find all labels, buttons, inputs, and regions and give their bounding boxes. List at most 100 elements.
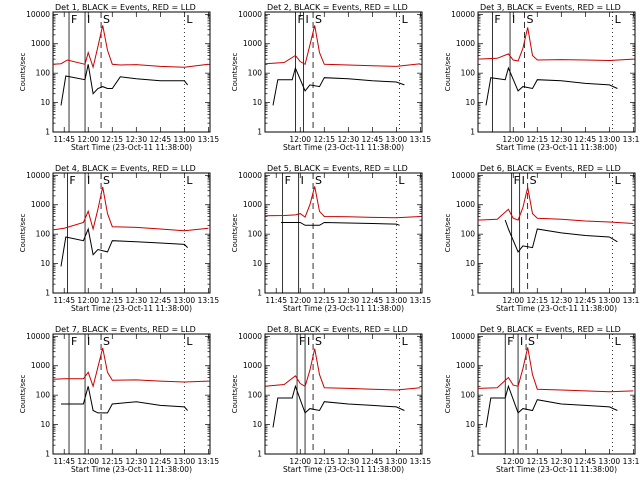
x-tick-label: 13:00 (599, 135, 621, 144)
x-tick-label: 12:30 (337, 135, 359, 144)
x-tick-label: 11:45 (53, 296, 75, 305)
y-tick-label: 100 (248, 69, 263, 78)
x-tick-label: 12:00 (502, 135, 524, 144)
x-tick-label: 12:30 (550, 457, 572, 466)
interval-label-s: S (103, 335, 110, 348)
interval-label-s: S (103, 13, 110, 26)
y-tick-label: 1000 (456, 200, 475, 209)
x-axis-label: Start Time (23-Oct-11 11:38:00) (283, 304, 404, 313)
x-tick-label: 12:00 (502, 296, 524, 305)
panel-title: Det 1, BLACK = Events, RED = LLD (55, 3, 196, 12)
series-events (272, 384, 405, 428)
y-tick-label: 100 (248, 391, 263, 400)
panel-3: 1 10 100 1000 10000 12:00 12:15 12:30 12:45 13:00… (444, 3, 640, 152)
series-lld (264, 25, 421, 67)
x-tick-label: 13:00 (386, 135, 408, 144)
x-tick-label: 13:15 (198, 135, 220, 144)
plot-frame (264, 11, 423, 133)
panel-6: 1 10 100 1000 10000 12:00 12:15 12:30 12:45 13:00… (444, 164, 640, 313)
y-tick-label: 10 (465, 420, 475, 429)
y-tick-label: 1 (257, 450, 262, 459)
y-tick-label: 10000 (451, 171, 475, 180)
y-axis-label: Counts/sec (444, 214, 452, 253)
y-tick-label: 100 (461, 391, 476, 400)
y-tick-label: 100 (461, 69, 476, 78)
x-axis-label: Start Time (23-Oct-11 11:38:00) (496, 465, 617, 474)
x-tick-label: 12:45 (575, 296, 597, 305)
y-axis-label: Counts/sec (444, 375, 452, 414)
x-tick-label: 11:45 (53, 135, 75, 144)
interval-label-s: S (315, 335, 322, 348)
y-tick-label: 10000 (238, 171, 262, 180)
x-tick-label: 12:45 (575, 457, 597, 466)
series-lld (477, 347, 634, 393)
x-tick-label: 13:15 (410, 457, 432, 466)
x-tick-label: 13:00 (386, 457, 408, 466)
x-tick-label: 12:45 (362, 457, 384, 466)
y-axis-label: Counts/sec (231, 53, 239, 92)
x-tick-label: 12:15 (526, 296, 548, 305)
x-tick-label: 13:00 (174, 457, 196, 466)
panel-8: 1 10 100 1000 10000 12:00 12:15 12:30 12:45 13:00… (231, 325, 431, 474)
interval-label-f: F (71, 335, 77, 348)
x-tick-label: 13:00 (174, 296, 196, 305)
y-axis-label: Counts/sec (231, 375, 239, 414)
interval-label-f: F (69, 174, 75, 187)
x-tick-label: 12:00 (77, 296, 99, 305)
plot-frame (477, 172, 636, 294)
x-tick-label: 12:00 (289, 135, 311, 144)
interval-label-f: F (494, 13, 500, 26)
y-tick-label: 1000 (243, 39, 262, 48)
series-lld (52, 25, 209, 70)
x-tick-label: 12:45 (575, 135, 597, 144)
interval-label-f: F (299, 335, 305, 348)
panel-title: Det 3, BLACK = Events, RED = LLD (480, 3, 621, 12)
x-tick-label: 13:15 (198, 296, 220, 305)
series-events (60, 227, 188, 267)
x-tick-label: 12:45 (150, 296, 172, 305)
x-tick-label: 11:45 (265, 296, 287, 305)
panel-4: 1 10 100 1000 10000 11:45 12:00 12:15 12:30 12:45… (19, 164, 219, 313)
y-tick-label: 10 (40, 98, 50, 107)
y-tick-label: 10000 (26, 332, 50, 341)
y-tick-label: 100 (248, 230, 263, 239)
panel-5: 1 10 100 1000 10000 11:45 12:00 12:15 12:30 12:45… (231, 164, 431, 313)
plot-frame (52, 172, 211, 294)
y-tick-label: 100 (461, 230, 476, 239)
x-tick-label: 12:45 (150, 135, 172, 144)
panel-title: Det 5, BLACK = Events, RED = LLD (267, 164, 408, 173)
series-lld (264, 348, 421, 391)
x-tick-label: 12:15 (526, 135, 548, 144)
plot-frame (264, 333, 423, 455)
interval-label-l: L (402, 335, 409, 348)
interval-label-i: I (87, 335, 90, 348)
interval-label-l: L (186, 335, 193, 348)
y-tick-label: 10000 (451, 332, 475, 341)
x-tick-label: 13:00 (386, 296, 408, 305)
interval-label-f: F (507, 335, 513, 348)
series-lld (477, 27, 634, 62)
x-tick-label: 12:00 (77, 135, 99, 144)
plot-frame (477, 333, 636, 455)
x-tick-label: 12:45 (362, 296, 384, 305)
x-axis-label: Start Time (23-Oct-11 11:38:00) (71, 143, 192, 152)
y-tick-label: 10000 (238, 332, 262, 341)
x-tick-label: 12:15 (101, 296, 123, 305)
interval-label-i: I (87, 174, 90, 187)
y-tick-label: 1000 (456, 39, 475, 48)
panel-title: Det 7, BLACK = Events, RED = LLD (55, 325, 196, 334)
interval-label-s: S (103, 174, 110, 187)
y-tick-label: 1000 (456, 361, 475, 370)
series-events (485, 384, 618, 428)
x-tick-label: 12:45 (362, 135, 384, 144)
x-tick-label: 12:15 (313, 135, 335, 144)
x-tick-label: 13:15 (410, 296, 432, 305)
panel-title: Det 9, BLACK = Events, RED = LLD (480, 325, 621, 334)
x-axis-label: Start Time (23-Oct-11 11:38:00) (496, 304, 617, 313)
x-tick-label: 12:15 (101, 135, 123, 144)
interval-label-s: S (526, 13, 533, 26)
y-tick-label: 1 (257, 128, 262, 137)
x-tick-label: 12:30 (337, 296, 359, 305)
interval-label-s: S (315, 174, 322, 187)
y-tick-label: 10 (252, 98, 262, 107)
